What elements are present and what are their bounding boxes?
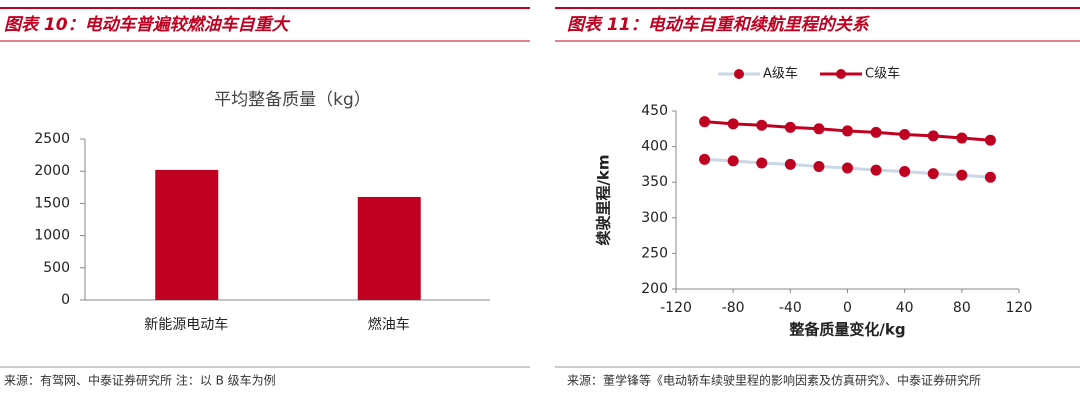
x-tick-label: 燃油车	[368, 316, 410, 333]
legend-label: C级车	[865, 66, 900, 82]
x-tick-label: 40	[896, 300, 914, 316]
point	[899, 166, 911, 178]
y-tick-label: 1500	[34, 195, 70, 211]
y-tick-label: 250	[641, 245, 668, 261]
point	[756, 119, 768, 131]
caption: 图表 10：电动车普遍较燃油车自重大	[4, 15, 291, 35]
y-tick-label: 200	[641, 281, 668, 297]
point	[784, 158, 796, 170]
point	[984, 171, 996, 183]
point	[870, 164, 882, 176]
point	[756, 157, 768, 169]
bar	[155, 169, 219, 300]
point	[927, 130, 939, 142]
x-tick-label: -80	[722, 300, 745, 316]
point	[927, 168, 939, 180]
point	[813, 123, 825, 135]
point	[870, 126, 882, 138]
y-tick-label: 2000	[34, 163, 70, 179]
x-tick-label: 80	[953, 300, 971, 316]
y-tick-label: 450	[641, 103, 668, 119]
point	[984, 134, 996, 146]
point	[813, 161, 825, 173]
y-tick-label: 400	[641, 139, 668, 155]
point	[727, 155, 739, 167]
y-tick-label: 1000	[34, 228, 70, 244]
legend-label: A级车	[763, 66, 798, 82]
y-tick-label: 0	[61, 292, 70, 308]
chart-title: 平均整备质量（kg）	[214, 90, 371, 110]
y-tick-label: 2500	[34, 131, 70, 147]
y-tick-label: 300	[641, 210, 668, 226]
point	[699, 153, 711, 165]
x-tick-label: -120	[660, 300, 692, 316]
x-tick-label: 0	[843, 300, 852, 316]
point	[842, 125, 853, 137]
y-tick-label: 500	[43, 260, 70, 276]
legend-marker	[734, 69, 744, 79]
point	[842, 162, 853, 174]
bar	[357, 196, 421, 300]
source: 来源：有驾网、中泰证券研究所 注：以 B 级车为例	[4, 373, 276, 388]
point	[956, 169, 968, 181]
y-tick-label: 350	[641, 174, 668, 190]
source: 来源：董学锋等《电动轿车续驶里程的影响因素及仿真研究》、中泰证券研究所	[567, 373, 981, 388]
x-tick-label: 新能源电动车	[144, 316, 228, 333]
x-tick-label: 120	[1006, 300, 1033, 316]
x-tick-label: -40	[779, 300, 802, 316]
point	[899, 128, 911, 140]
x-axis-label: 整备质量变化/kg	[789, 321, 905, 339]
caption: 图表 11：电动车自重和续航里程的关系	[567, 15, 871, 35]
point	[699, 116, 711, 128]
point	[784, 121, 796, 133]
y-axis-label: 续驶里程/km	[595, 154, 613, 245]
legend-marker	[836, 69, 846, 79]
point	[727, 118, 739, 130]
point	[956, 132, 968, 144]
